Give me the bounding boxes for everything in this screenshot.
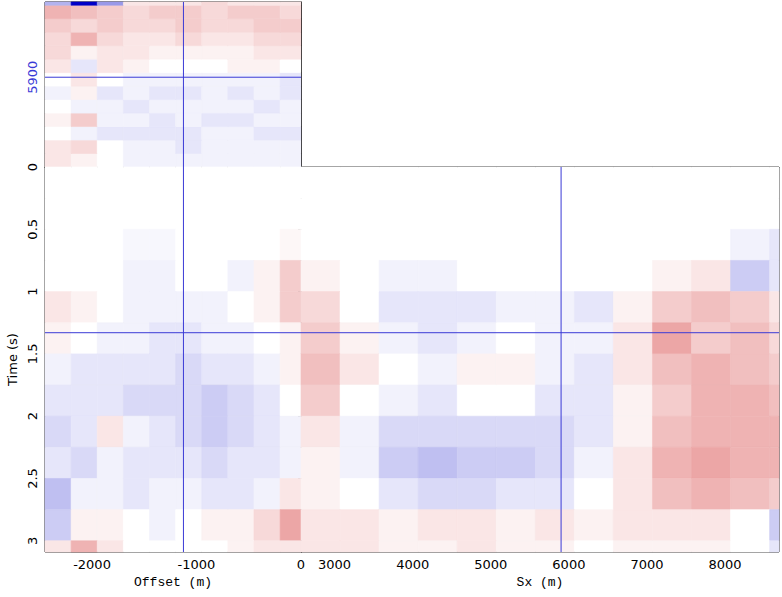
svg-text:5000: 5000	[474, 557, 507, 572]
svg-text:3: 3	[25, 537, 40, 545]
svg-text:4000: 4000	[396, 557, 429, 572]
svg-text:3000: 3000	[318, 557, 351, 572]
svg-text:-1000: -1000	[178, 557, 216, 572]
svg-text:1.5: 1.5	[25, 344, 40, 365]
svg-text:-2000: -2000	[73, 557, 111, 572]
svg-text:Offset (m): Offset (m)	[134, 575, 212, 590]
svg-text:8000: 8000	[709, 557, 742, 572]
svg-text:7000: 7000	[630, 557, 663, 572]
svg-text:5900: 5900	[25, 61, 40, 94]
svg-text:6000: 6000	[552, 557, 585, 572]
svg-text:2.5: 2.5	[25, 468, 40, 489]
svg-text:Time (s): Time (s)	[5, 333, 20, 387]
svg-text:Sx (m): Sx (m)	[517, 575, 564, 590]
svg-text:1: 1	[25, 287, 40, 295]
svg-text:0: 0	[297, 557, 305, 572]
svg-text:0: 0	[25, 163, 40, 171]
svg-text:0.5: 0.5	[25, 219, 40, 240]
svg-text:2: 2	[25, 412, 40, 420]
